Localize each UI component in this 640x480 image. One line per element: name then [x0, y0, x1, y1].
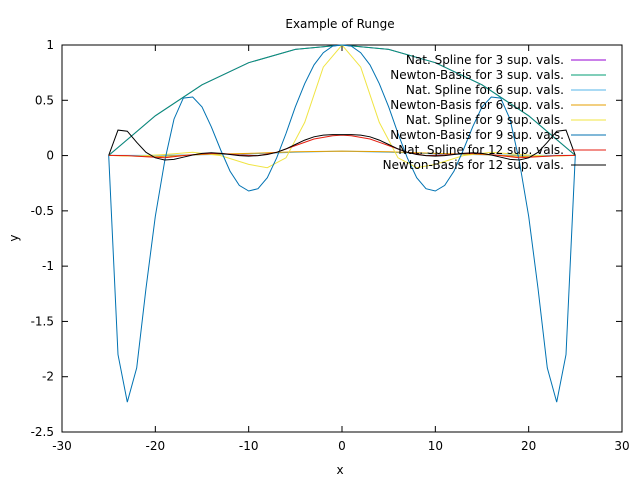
x-tick-label: -20	[146, 439, 166, 453]
legend-label: Nat. Spline for 6 sup. vals.	[406, 83, 564, 97]
y-tick-label: 0	[46, 149, 54, 163]
axis-ticks: -30 -20 -10 0 10 20 30 -2.5 -2 -1.5 -1 -0.5 0 0.5 1	[31, 38, 630, 453]
y-tick-label: 0.5	[35, 93, 54, 107]
x-axis-label: x	[336, 463, 343, 477]
y-tick-label: -1	[42, 259, 54, 273]
chart-title: Example of Runge	[285, 17, 394, 31]
legend-label: Nat. Spline for 3 sup. vals.	[406, 53, 564, 67]
x-tick-label: 30	[614, 439, 629, 453]
x-tick-label: 10	[428, 439, 443, 453]
legend-label: Newton-Basis for 6 sup. vals.	[390, 98, 564, 112]
series-line-6	[108, 44, 576, 403]
legend-label: Nat. Spline for 9 sup. vals.	[406, 113, 564, 127]
legend-label: Nat. Spline for 12 sup. vals.	[398, 143, 564, 157]
y-tick-label: -1.5	[31, 314, 54, 328]
y-tick-label: -0.5	[31, 204, 54, 218]
legend: Nat. Spline for 3 sup. vals.Newton-Basis…	[383, 53, 606, 172]
series-line-8	[108, 129, 576, 161]
x-tick-label: 20	[521, 439, 536, 453]
legend-label: Newton-Basis for 3 sup. vals.	[390, 68, 564, 82]
y-tick-label: 1	[46, 38, 54, 52]
y-axis-label: y	[7, 234, 21, 241]
legend-label: Newton-Basis for 9 sup. vals.	[390, 128, 564, 142]
x-tick-label: 0	[338, 439, 346, 453]
x-tick-label: -10	[239, 439, 259, 453]
y-tick-label: -2.5	[31, 425, 54, 439]
x-tick-label: -30	[52, 439, 72, 453]
y-tick-label: -2	[42, 370, 54, 384]
legend-label: Newton-Basis for 12 sup. vals.	[383, 158, 564, 172]
plot-series	[108, 44, 576, 403]
